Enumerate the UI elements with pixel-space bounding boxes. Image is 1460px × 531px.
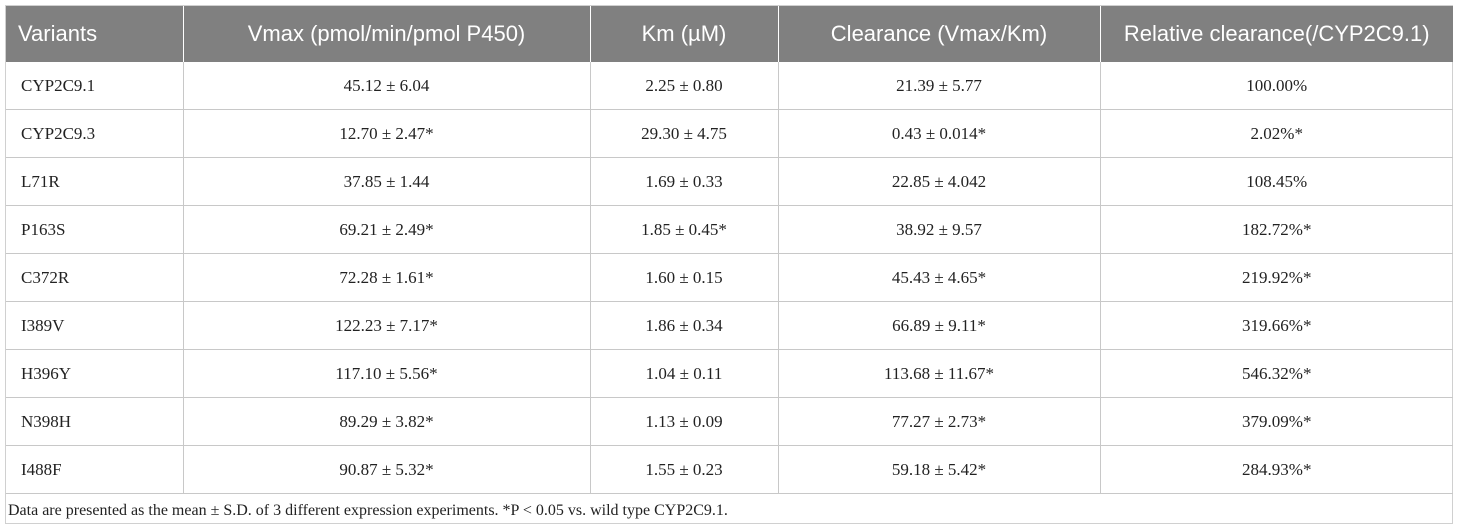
table-cell: 38.92 ± 9.57: [778, 205, 1101, 254]
table-row: H396Y 117.10 ± 5.56* 1.04 ± 0.11 113.68 ± 1…: [6, 349, 1453, 398]
table-cell: 2.02%*: [1100, 109, 1453, 158]
table-cell: 182.72%*: [1100, 205, 1453, 254]
table-cell: 45.43 ± 4.65*: [778, 253, 1101, 302]
table-cell: CYP2C9.1: [6, 62, 184, 110]
table-cell: 319.66%*: [1100, 301, 1453, 350]
table-cell: C372R: [6, 253, 184, 302]
table-cell: 69.21 ± 2.49*: [183, 205, 591, 254]
table-cell: 37.85 ± 1.44: [183, 157, 591, 206]
table-cell: 0.43 ± 0.014*: [778, 109, 1101, 158]
table-cell: 117.10 ± 5.56*: [183, 349, 591, 398]
table-cell: 59.18 ± 5.42*: [778, 445, 1101, 494]
table-cell: N398H: [6, 397, 184, 446]
table-cell: 72.28 ± 1.61*: [183, 253, 591, 302]
table-cell: 1.13 ± 0.09: [590, 397, 779, 446]
table-cell: I488F: [6, 445, 184, 494]
table-cell: H396Y: [6, 349, 184, 398]
table-cell: I389V: [6, 301, 184, 350]
table-cell: CYP2C9.3: [6, 109, 184, 158]
table-cell: 219.92%*: [1100, 253, 1453, 302]
table-cell: 1.60 ± 0.15: [590, 253, 779, 302]
table-row: CYP2C9.3 12.70 ± 2.47* 29.30 ± 4.75 0.43 ± …: [6, 109, 1453, 158]
header-row: Variants Vmax (pmol/min/pmol P450) Km (µM)…: [6, 6, 1453, 62]
table-cell: 284.93%*: [1100, 445, 1453, 494]
table-cell: 1.04 ± 0.11: [590, 349, 779, 398]
table-cell: 1.69 ± 0.33: [590, 157, 779, 206]
table-cell: 1.55 ± 0.23: [590, 445, 779, 494]
table-cell: 22.85 ± 4.042: [778, 157, 1101, 206]
table-cell: 66.89 ± 9.11*: [778, 301, 1101, 350]
table-row: L71R 37.85 ± 1.44 1.69 ± 0.33 22.85 ± 4.042…: [6, 157, 1453, 206]
table-cell: 29.30 ± 4.75: [590, 109, 779, 158]
table-cell: P163S: [6, 205, 184, 254]
table-cell: 546.32%*: [1100, 349, 1453, 398]
header-cell: Clearance (Vmax/Km): [778, 6, 1101, 62]
table-cell: 108.45%: [1100, 157, 1453, 206]
table-row: CYP2C9.1 45.12 ± 6.04 2.25 ± 0.80 21.39 ± 5…: [6, 62, 1453, 110]
table-row: N398H 89.29 ± 3.82* 1.13 ± 0.09 77.27 ± 2.7…: [6, 397, 1453, 446]
table-cell: 45.12 ± 6.04: [183, 62, 591, 110]
table-cell: 90.87 ± 5.32*: [183, 445, 591, 494]
data-table: Variants Vmax (pmol/min/pmol P450) Km (µM)…: [6, 6, 1453, 494]
table-cell: 113.68 ± 11.67*: [778, 349, 1101, 398]
table-cell: 21.39 ± 5.77: [778, 62, 1101, 110]
table-body: CYP2C9.1 45.12 ± 6.04 2.25 ± 0.80 21.39 ± 5…: [6, 62, 1453, 494]
header-cell: Relative clearance(/CYP2C9.1): [1100, 6, 1453, 62]
table-cell: 12.70 ± 2.47*: [183, 109, 591, 158]
table-row: C372R 72.28 ± 1.61* 1.60 ± 0.15 45.43 ± 4.6…: [6, 253, 1453, 302]
footnote: Data are presented as the mean ± S.D. of…: [8, 502, 728, 519]
header-cell: Vmax (pmol/min/pmol P450): [183, 6, 591, 62]
table-row: P163S 69.21 ± 2.49* 1.85 ± 0.45* 38.92 ± 9.…: [6, 205, 1453, 254]
table-cell: 1.86 ± 0.34: [590, 301, 779, 350]
table-cell: 379.09%*: [1100, 397, 1453, 446]
table-row: I389V 122.23 ± 7.17* 1.86 ± 0.34 66.89 ± 9.…: [6, 301, 1453, 350]
table-cell: L71R: [6, 157, 184, 206]
table-cell: 89.29 ± 3.82*: [183, 397, 591, 446]
header-cell: Variants: [6, 6, 184, 62]
table-row: I488F 90.87 ± 5.32* 1.55 ± 0.23 59.18 ± 5.4…: [6, 445, 1453, 494]
header-cell: Km (µM): [590, 6, 779, 62]
table-cell: 100.00%: [1100, 62, 1453, 110]
table-cell: 122.23 ± 7.17*: [183, 301, 591, 350]
table-cell: 77.27 ± 2.73*: [778, 397, 1101, 446]
table-cell: 1.85 ± 0.45*: [590, 205, 779, 254]
table-cell: 2.25 ± 0.80: [590, 62, 779, 110]
